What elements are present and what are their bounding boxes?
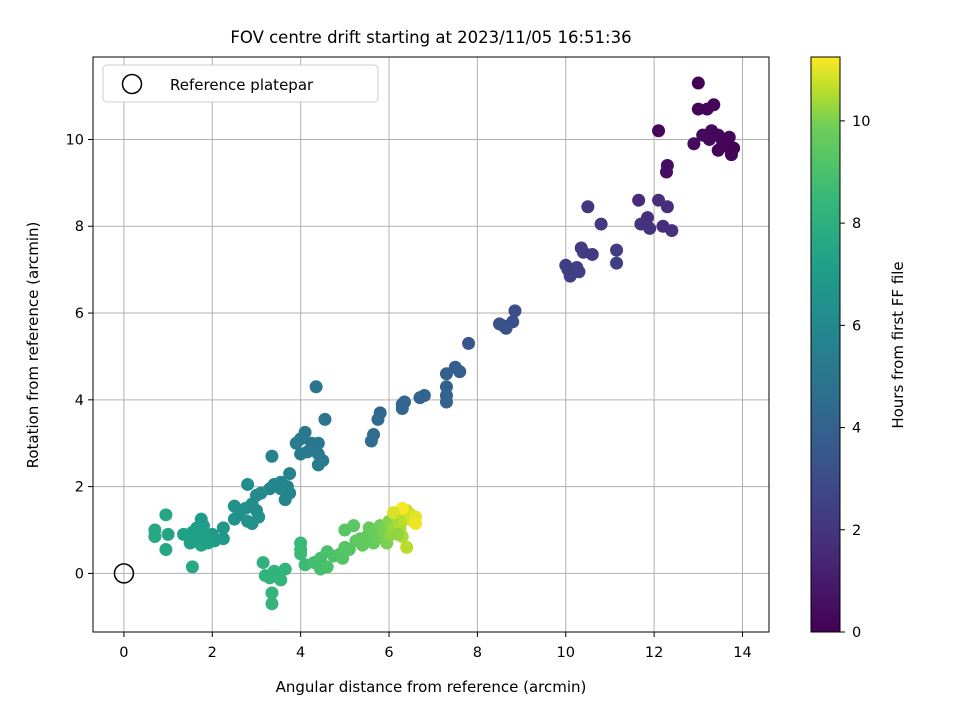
y-axis-label: Rotation from reference (arcmin) bbox=[24, 222, 42, 469]
scatter-point bbox=[148, 530, 162, 544]
scatter-point bbox=[652, 124, 666, 138]
scatter-point bbox=[610, 256, 624, 270]
scatter-point bbox=[724, 148, 738, 162]
chart-title: FOV centre drift starting at 2023/11/05 … bbox=[230, 28, 631, 47]
reference-point-marker bbox=[113, 563, 135, 584]
scatter-point bbox=[256, 556, 270, 570]
scatter-point bbox=[318, 412, 332, 426]
scatter-point bbox=[691, 76, 705, 90]
x-tick-label: 2 bbox=[208, 645, 217, 661]
scatter-point bbox=[347, 519, 361, 533]
scatter-point bbox=[413, 391, 427, 405]
scatter-point bbox=[391, 527, 405, 541]
scatter-point bbox=[462, 336, 476, 350]
scatter-point bbox=[453, 365, 467, 379]
scatter-point bbox=[278, 562, 292, 576]
plot-frame bbox=[92, 56, 770, 633]
legend-marker bbox=[121, 73, 143, 95]
scatter-point bbox=[659, 165, 673, 179]
scatter-point bbox=[265, 449, 279, 463]
scatter-point bbox=[439, 395, 453, 409]
scatter-point bbox=[309, 380, 323, 394]
scatter-point bbox=[265, 586, 279, 600]
y-tick-label: 0 bbox=[75, 566, 84, 582]
scatter-point bbox=[254, 486, 268, 500]
y-tick-label: 6 bbox=[75, 306, 84, 322]
scatter-point bbox=[289, 436, 303, 450]
scatter-point bbox=[294, 547, 308, 561]
y-tick-label: 10 bbox=[66, 132, 84, 148]
scatter-point bbox=[265, 597, 279, 611]
x-tick-label: 12 bbox=[645, 645, 663, 661]
scatter-point bbox=[245, 517, 259, 531]
scatter-point bbox=[711, 143, 725, 157]
scatter-point bbox=[311, 458, 325, 472]
scatter-point bbox=[274, 573, 288, 587]
scatter-point bbox=[278, 493, 292, 507]
scatter-point bbox=[159, 508, 173, 522]
scatter-point bbox=[610, 243, 624, 257]
scatter-point bbox=[400, 540, 414, 554]
scatter-point bbox=[241, 477, 255, 491]
scatter-point bbox=[283, 467, 297, 481]
grid bbox=[93, 57, 769, 632]
scatter-point bbox=[643, 221, 657, 235]
scatter-point bbox=[227, 512, 241, 526]
x-tick-label: 6 bbox=[384, 645, 393, 661]
scatter-point bbox=[702, 132, 716, 146]
colorbar-tick-label: 10 bbox=[852, 114, 870, 130]
y-tick-label: 8 bbox=[75, 219, 84, 235]
scatter-point bbox=[161, 527, 175, 541]
scatter-point bbox=[585, 247, 599, 261]
scatter-point bbox=[707, 98, 721, 112]
legend-label: Reference platepar bbox=[170, 76, 314, 94]
x-tick-label: 4 bbox=[296, 645, 305, 661]
scatter-point bbox=[216, 521, 230, 535]
scatter-point bbox=[594, 217, 608, 231]
colorbar bbox=[810, 56, 841, 633]
colorbar-tick-label: 4 bbox=[852, 421, 861, 437]
scatter-point bbox=[572, 265, 586, 279]
y-tick-label: 4 bbox=[75, 393, 84, 409]
scatter-point bbox=[185, 560, 199, 574]
x-axis-ticks: 0 2 4 6 8 10 12 14 bbox=[119, 632, 752, 661]
x-tick-label: 0 bbox=[119, 645, 128, 661]
colorbar-tick-label: 8 bbox=[852, 216, 861, 232]
scatter-point bbox=[395, 397, 409, 411]
y-axis-ticks: 0 2 4 6 8 10 bbox=[66, 132, 93, 582]
scatter-point bbox=[499, 321, 513, 335]
scatter-point bbox=[300, 445, 314, 459]
scatter-point bbox=[320, 560, 334, 574]
colorbar-tick-label: 6 bbox=[852, 318, 861, 334]
scatter-point bbox=[409, 517, 423, 531]
x-tick-label: 10 bbox=[557, 645, 575, 661]
scatter-point bbox=[159, 543, 173, 557]
scatter-point bbox=[665, 224, 679, 238]
x-tick-label: 14 bbox=[733, 645, 751, 661]
scatter-point bbox=[364, 434, 378, 448]
x-axis-label: Angular distance from reference (arcmin) bbox=[276, 678, 587, 696]
x-tick-label: 8 bbox=[473, 645, 482, 661]
scatter-point bbox=[371, 412, 385, 426]
scatter-point bbox=[660, 200, 674, 214]
scatter-point bbox=[386, 506, 400, 520]
legend-box bbox=[102, 64, 379, 103]
scatter-point bbox=[632, 193, 646, 207]
scatter-point bbox=[508, 304, 522, 318]
colorbar-ticks: 0 2 4 6 8 10 bbox=[840, 114, 870, 641]
scatter-point bbox=[439, 367, 453, 381]
colorbar-label: Hours from first FF file bbox=[889, 261, 907, 428]
scatter-point bbox=[561, 263, 575, 277]
colorbar-tick-label: 2 bbox=[852, 523, 861, 539]
scatter-point bbox=[190, 530, 204, 544]
scatter-point bbox=[581, 200, 595, 214]
legend: Reference platepar bbox=[102, 64, 379, 103]
colorbar-tick-label: 0 bbox=[852, 625, 861, 641]
scatter-point bbox=[687, 137, 701, 151]
y-tick-label: 2 bbox=[75, 480, 84, 496]
scatter-series bbox=[148, 76, 741, 611]
